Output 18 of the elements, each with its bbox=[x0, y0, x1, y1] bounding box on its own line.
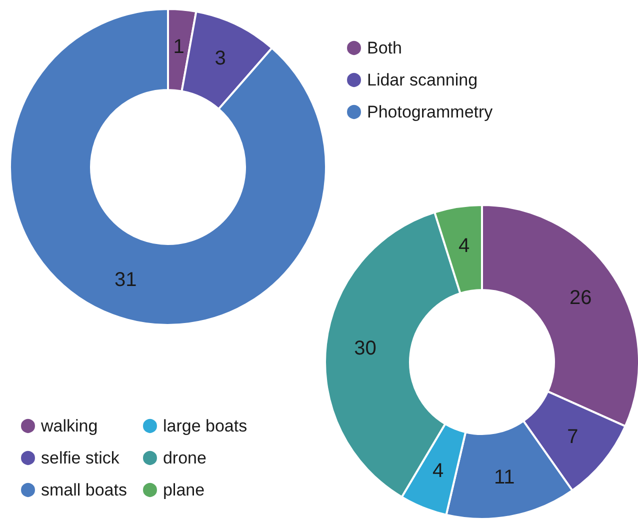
legend-label: large boats bbox=[162, 416, 248, 436]
data-label: 31 bbox=[114, 268, 137, 291]
data-label: 4 bbox=[458, 234, 470, 257]
legend-label: Lidar scanning bbox=[367, 70, 478, 90]
data-label: 7 bbox=[567, 426, 578, 448]
data-label: 11 bbox=[494, 466, 515, 488]
legend-label: selfie stick bbox=[41, 448, 120, 468]
data-label: 3 bbox=[214, 47, 226, 70]
data-label: 26 bbox=[570, 287, 592, 310]
legend-label: Both bbox=[367, 38, 402, 58]
data-label: 4 bbox=[432, 460, 444, 482]
data-label: 1 bbox=[173, 36, 184, 58]
legend-label: drone bbox=[162, 448, 206, 468]
legend-label: Photogrammetry bbox=[367, 102, 494, 122]
legend-label: small boats bbox=[41, 480, 127, 500]
legend-label: walking bbox=[40, 416, 98, 436]
legend-label: plane bbox=[162, 480, 205, 500]
data-label: 30 bbox=[354, 338, 376, 360]
